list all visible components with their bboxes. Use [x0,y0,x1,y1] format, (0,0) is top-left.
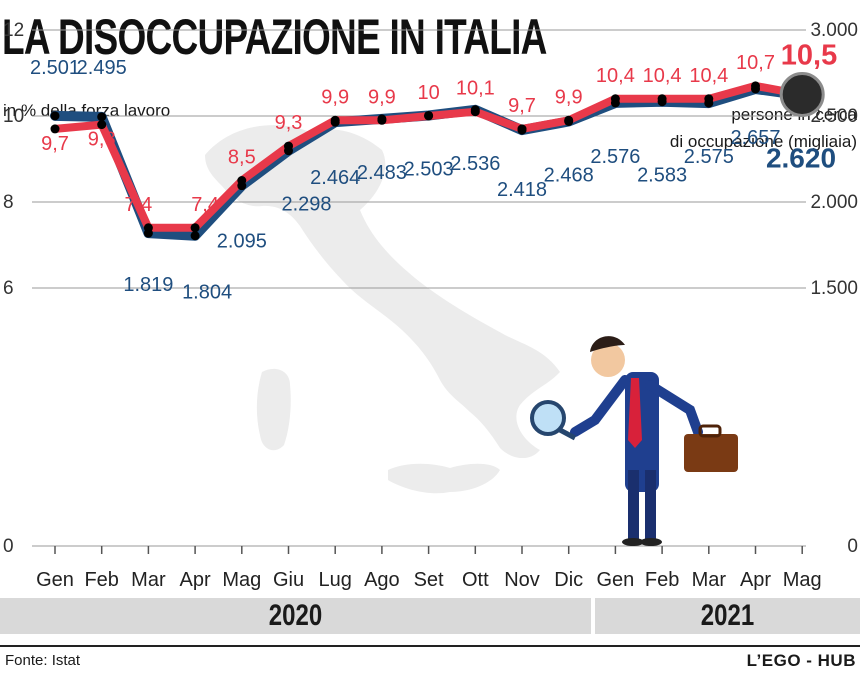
data-label-seekers: 2.501 [30,57,80,79]
data-point-seekers [284,146,293,156]
data-label-seekers: 1.819 [123,274,173,296]
data-label-seekers: 2.583 [637,165,687,187]
data-label-rate: 10,1 [456,78,495,100]
data-point-seekers [377,114,387,124]
data-label-seekers: 2.503 [404,158,454,180]
data-label-rate: 7,4 [124,194,152,216]
data-label-seekers: 2.468 [544,165,594,187]
data-label-seekers: 2.298 [281,194,331,216]
series-layer: 9,7 9,8 7,4 7,4 8,5 9,3 9,9 9,9 10 10,1 9,7 9,9 10,4… [30,40,837,304]
data-point-seekers [610,98,620,108]
left-tick-label: 8 [3,192,14,213]
data-label-rate: 9,7 [41,133,69,155]
data-label-seekers: 2.483 [357,162,407,184]
data-point-rate [190,223,200,233]
source-note: Fonte: Istat [5,652,81,669]
data-label-rate: 9,9 [555,86,583,108]
data-label-rate: 9,9 [368,86,396,108]
left-axis-unit: in % della forza lavoro [3,101,171,120]
left-axis: 0 6 8 10 12 [3,20,24,557]
data-point-seekers [143,228,153,238]
x-tick-label: Lug [319,569,352,591]
x-tick-label: Apr [180,569,211,591]
data-label-seekers: 2.095 [217,231,267,253]
x-tick-label: Mar [131,569,166,591]
x-tick-label: Feb [84,569,118,591]
data-point-rate [50,124,60,134]
data-point-rate [97,120,107,130]
data-label-rate: 10 [417,82,439,104]
data-label-rate: 8,5 [228,147,256,169]
x-tick-label: Giu [273,569,304,591]
data-label-seekers: 2.418 [497,179,547,201]
x-tick-label: Mar [692,569,727,591]
data-point-seekers [50,111,60,121]
data-point-seekers [517,125,527,135]
data-label-seekers: 2.657 [730,127,780,149]
data-label-seekers: 2.576 [590,146,640,168]
left-tick-label: 0 [3,536,14,557]
x-tick-label: Mag [222,569,261,591]
x-tick-label: Nov [504,569,540,591]
data-label-rate: 9,7 [508,95,536,117]
data-label-seekers: 2.575 [684,146,734,168]
data-label-rate: 10,4 [596,65,635,87]
right-tick-label: 3.000 [810,20,858,41]
right-tick-label: 1.500 [810,278,858,299]
data-label-rate: 7,4 [191,194,219,216]
data-point-seekers [237,181,247,191]
x-axis: Gen Feb Mar Apr Mag Giu Lug Ago Set Ott Nov Dic Gen F… [36,546,822,591]
left-tick-label: 10 [3,106,24,127]
x-tick-label: Gen [596,569,634,591]
data-label-seekers: 2.464 [310,167,360,189]
right-tick-label: 0 [847,536,858,557]
x-tick-label: Feb [645,569,679,591]
x-tick-label: Ago [364,569,400,591]
data-label-rate: 10,4 [643,65,682,87]
chart-title: LA DISOCCUPAZIONE IN ITALIA [2,9,547,65]
grid-layer [32,29,806,547]
data-point-seekers [751,84,760,94]
data-point-seekers [704,98,714,108]
data-label-seekers: 2.536 [450,153,500,175]
data-point-seekers [97,112,107,122]
data-point-seekers [470,105,480,115]
x-tick-label: Set [414,569,444,591]
data-label-rate: 10,4 [689,65,728,87]
businessman-illustration [530,336,738,546]
x-tick-label: Mag [783,569,822,591]
x-tick-label: Apr [740,569,771,591]
data-point-seekers [190,231,200,241]
right-tick-label: 2.000 [810,192,858,213]
data-point-seekers [564,117,574,127]
left-tick-label: 12 [3,20,24,41]
data-label-rate: 9,9 [321,86,349,108]
year-band-2020 [0,598,591,634]
data-label-seekers-highlight: 2.620 [766,142,836,173]
data-point-seekers [424,110,434,120]
footer-divider [0,645,860,647]
x-tick-label: Ott [462,569,489,591]
right-axis: 0 1.500 2.000 2.500 3.000 [810,20,858,557]
year-band-2021 [595,598,860,634]
brand-logo: L’EGO - HUB [746,651,856,670]
last-point-highlight [779,72,825,117]
data-label-rate: 9,3 [275,112,303,134]
data-label-seekers: 2.495 [77,57,127,79]
x-tick-label: Dic [554,569,583,591]
data-label-rate-highlight: 10,5 [781,40,837,72]
data-label-rate: 9,8 [88,129,116,151]
data-label-seekers: 1.804 [182,282,232,304]
data-point-seekers [330,117,340,127]
data-label-rate: 10,7 [736,52,775,74]
data-point-seekers [657,97,667,107]
italy-map-silhouette [205,125,560,494]
year-label-2021: 2021 [700,599,755,632]
left-tick-label: 6 [3,278,14,299]
right-axis-unit-line2: di occupazione (migliaia) [669,132,857,151]
x-tick-label: Gen [36,569,74,591]
year-label-2020: 2020 [268,599,323,632]
right-tick-label: 2.500 [810,106,858,127]
chart-canvas: 0 6 8 10 12 0 1.500 2.000 2.500 3.000 Gen Feb Mar A… [3,20,858,591]
